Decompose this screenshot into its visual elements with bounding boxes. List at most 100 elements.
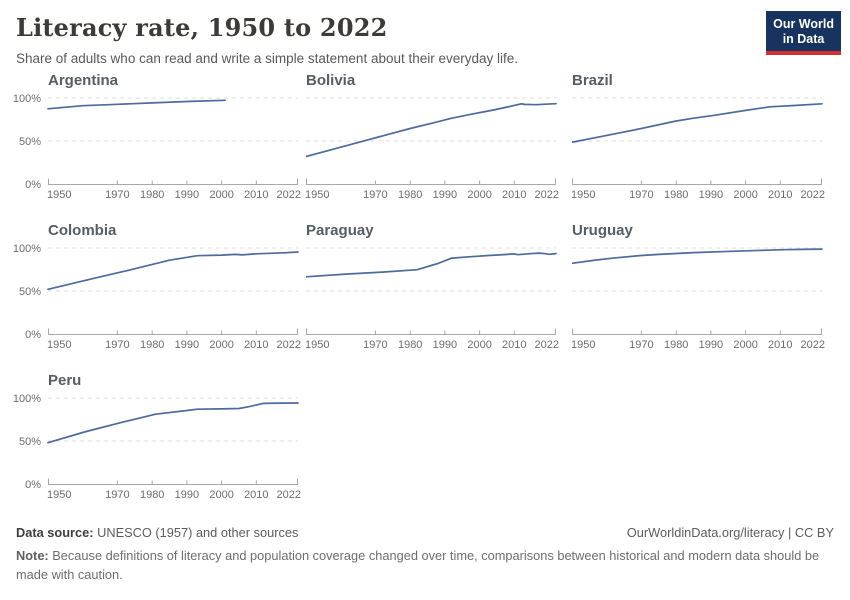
- line-chart-bolivia[interactable]: 1950 1970 1980 1990 2000 2010 2022: [305, 94, 564, 204]
- x-tick-label: 2010: [502, 339, 526, 351]
- owid-citation-link[interactable]: OurWorldinData.org/literacy | CC BY: [626, 525, 834, 540]
- chart-panel-peru: Peru 1950 1970 1980 1990 2000 2010 2022 0% 50% 100…: [12, 372, 306, 509]
- logo-text-line2: in Data: [782, 32, 825, 46]
- data-source-text: UNESCO (1957) and other sources: [93, 525, 299, 540]
- chart-title-argentina: Argentina: [48, 72, 119, 89]
- x-tick-label: 2022: [277, 189, 301, 201]
- x-tick-label: 1990: [699, 339, 723, 351]
- x-tick-label: 1970: [629, 189, 653, 201]
- x-tick-label: 1970: [105, 189, 129, 201]
- data-source-label: Data source:: [16, 525, 94, 540]
- y-tick-label: 50%: [19, 286, 41, 298]
- x-tick-label: 2000: [467, 339, 491, 351]
- note-text: Because definitions of literacy and popu…: [16, 548, 820, 582]
- x-tick-label: 2010: [768, 189, 792, 201]
- y-tick-label: 100%: [13, 394, 41, 405]
- x-tick-label: 2022: [277, 339, 301, 351]
- line-chart-colombia[interactable]: 1950 1970 1980 1990 2000 2010 2022 0% 50% 100%: [12, 243, 306, 354]
- x-tick-label: 1970: [363, 339, 387, 351]
- trend-line: [305, 102, 557, 158]
- y-tick-label: 0%: [25, 179, 41, 191]
- x-tick-label: 1990: [433, 339, 457, 351]
- x-tick-label: 2000: [467, 189, 491, 201]
- x-tick-label: 2010: [244, 339, 268, 351]
- small-multiples-grid: Argentina 1950 1970 1980 1990 2000 2010 2022 0% 5…: [0, 66, 850, 509]
- x-tick-label: 2000: [733, 189, 757, 201]
- chart-panel-argentina: Argentina 1950 1970 1980 1990 2000 2010 2022 0% 5…: [12, 72, 306, 209]
- line-chart-peru[interactable]: 1950 1970 1980 1990 2000 2010 2022 0% 50% 100%: [12, 393, 306, 504]
- y-tick-label: 100%: [13, 94, 41, 105]
- chart-title-brazil: Brazil: [572, 72, 613, 89]
- x-tick-label: 1990: [175, 189, 199, 201]
- x-tick-label: 2010: [502, 189, 526, 201]
- x-tick-label: 2022: [535, 339, 559, 351]
- chart-panel-paraguay: Paraguay 1950 1970 1980 1990 2000 2010 2022: [305, 222, 572, 359]
- x-tick-label: 1980: [664, 189, 688, 201]
- owid-logo[interactable]: Our World in Data: [766, 11, 841, 55]
- trend-line: [571, 102, 823, 144]
- x-tick-label: 1950: [306, 189, 329, 201]
- x-tick-label: 2022: [801, 339, 825, 351]
- chart-title-colombia: Colombia: [48, 222, 117, 239]
- y-tick-label: 0%: [25, 329, 41, 341]
- chart-subtitle: Share of adults who can read and write a…: [16, 51, 519, 66]
- x-tick-label: 2022: [801, 189, 825, 201]
- chart-header: Literacy rate, 1950 to 2022 Share of adu…: [0, 0, 850, 66]
- chart-note: Note: Because definitions of literacy an…: [16, 547, 831, 584]
- chart-title-peru: Peru: [48, 372, 82, 389]
- x-tick-label: 1970: [105, 339, 129, 351]
- logo-text-line1: Our World: [773, 17, 834, 31]
- line-chart-argentina[interactable]: 1950 1970 1980 1990 2000 2010 2022 0% 50% 100%: [12, 93, 306, 204]
- x-tick-label: 1980: [398, 189, 422, 201]
- line-chart-paraguay[interactable]: 1950 1970 1980 1990 2000 2010 2022: [305, 244, 564, 354]
- x-tick-label: 1980: [398, 339, 422, 351]
- x-tick-label: 2022: [535, 189, 559, 201]
- x-tick-label: 2010: [768, 339, 792, 351]
- x-tick-label: 1970: [629, 339, 653, 351]
- x-tick-label: 2000: [209, 189, 233, 201]
- x-tick-label: 1980: [140, 489, 164, 501]
- chart-footer: Data source: UNESCO (1957) and other sou…: [0, 525, 850, 584]
- x-tick-label: 1950: [306, 339, 329, 351]
- x-tick-label: 2000: [733, 339, 757, 351]
- x-tick-label: 1950: [47, 489, 71, 501]
- y-tick-label: 50%: [19, 436, 41, 448]
- x-tick-label: 1950: [572, 339, 595, 351]
- trend-line: [47, 402, 299, 444]
- chart-title-bolivia: Bolivia: [306, 72, 356, 89]
- y-tick-label: 50%: [19, 136, 41, 148]
- y-tick-label: 100%: [13, 244, 41, 255]
- x-tick-label: 1950: [47, 339, 71, 351]
- line-chart-uruguay[interactable]: 1950 1970 1980 1990 2000 2010 2022: [571, 244, 830, 354]
- page-title: Literacy rate, 1950 to 2022: [16, 13, 388, 42]
- x-tick-label: 2000: [209, 339, 233, 351]
- x-tick-label: 2010: [244, 489, 268, 501]
- x-tick-label: 1980: [140, 339, 164, 351]
- chart-title-paraguay: Paraguay: [306, 222, 374, 239]
- x-tick-label: 1990: [175, 489, 199, 501]
- x-tick-label: 1990: [699, 189, 723, 201]
- chart-panel-colombia: Colombia 1950 1970 1980 1990 2000 2010 2022 0% 50…: [12, 222, 306, 359]
- x-tick-label: 1970: [105, 489, 129, 501]
- x-tick-label: 1980: [664, 339, 688, 351]
- x-tick-label: 1990: [175, 339, 199, 351]
- data-source: Data source: UNESCO (1957) and other sou…: [16, 525, 298, 540]
- x-tick-label: 1990: [433, 189, 457, 201]
- trend-line: [47, 99, 226, 110]
- note-label: Note:: [16, 548, 49, 563]
- chart-panel-brazil: Brazil 1950 1970 1980 1990 2000 2010 2022: [571, 72, 838, 209]
- chart-panel-bolivia: Bolivia 1950 1970 1980 1990 2000 2010 2022: [305, 72, 572, 209]
- x-tick-label: 1950: [572, 189, 595, 201]
- line-chart-brazil[interactable]: 1950 1970 1980 1990 2000 2010 2022: [571, 94, 830, 204]
- x-tick-label: 2000: [209, 489, 233, 501]
- trend-line: [47, 251, 299, 291]
- y-tick-label: 0%: [25, 479, 41, 491]
- x-tick-label: 2022: [277, 489, 301, 501]
- x-tick-label: 1980: [140, 189, 164, 201]
- chart-title-uruguay: Uruguay: [572, 222, 633, 239]
- x-tick-label: 1970: [363, 189, 387, 201]
- x-tick-label: 1950: [47, 189, 71, 201]
- trend-line: [571, 248, 823, 265]
- trend-line: [305, 252, 557, 278]
- x-tick-label: 2010: [244, 189, 268, 201]
